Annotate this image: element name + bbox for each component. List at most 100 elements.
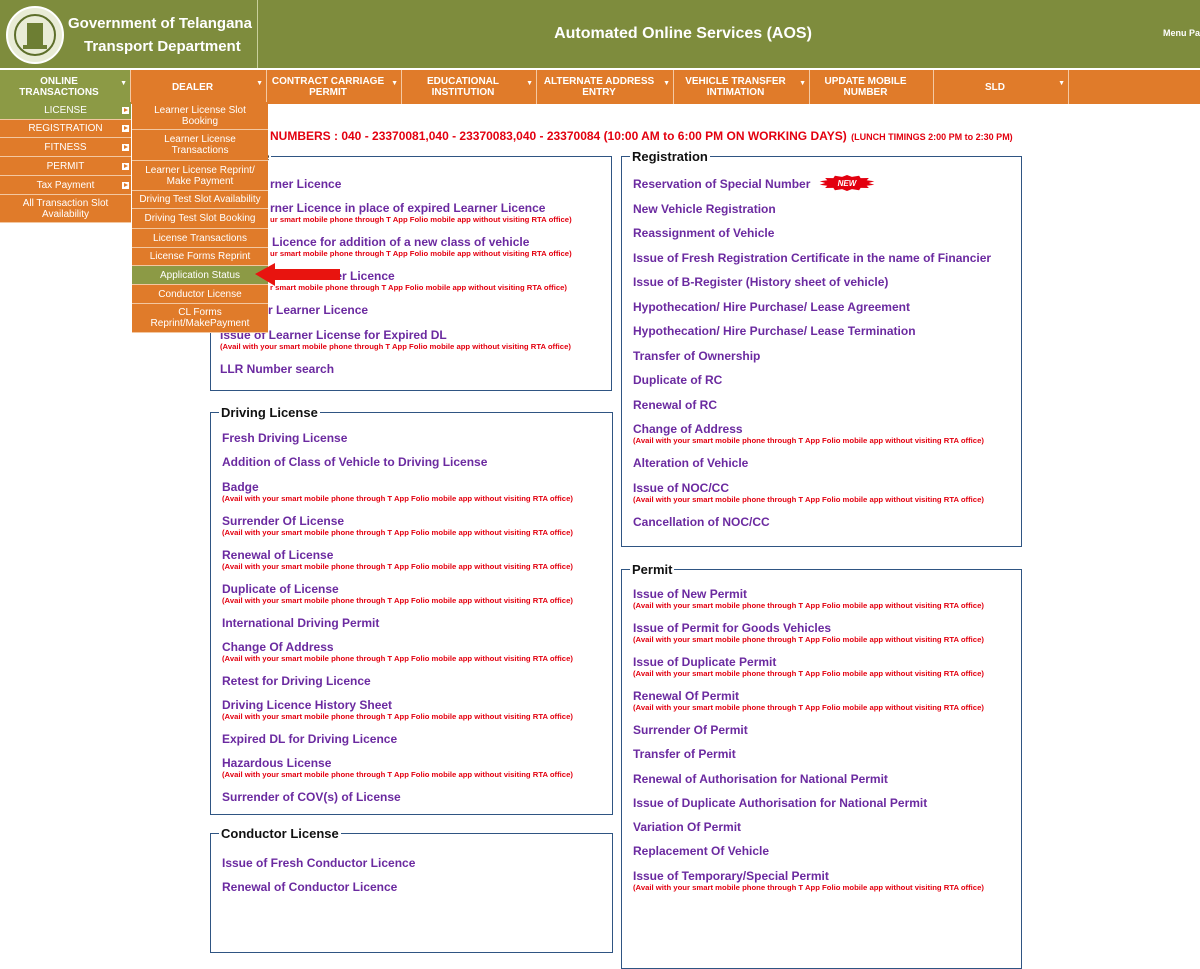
- nav-item[interactable]: UPDATE MOBILE NUMBER: [810, 70, 934, 104]
- nav-label[interactable]: VEHICLE TRANSFER INTIMATION: [685, 76, 786, 98]
- side-menu-item[interactable]: PERMIT: [0, 157, 131, 176]
- service-link[interactable]: Hypothecation/ Hire Purchase/ Lease Agre…: [633, 299, 910, 314]
- service-link[interactable]: r Learner Licence: [268, 303, 369, 318]
- nav-label[interactable]: ALTERNATE ADDRESS ENTRY: [543, 76, 655, 98]
- service-link[interactable]: LLR Number search: [220, 361, 335, 376]
- sub-menu-item[interactable]: CL Forms Reprint/MakePayment: [132, 304, 268, 333]
- service-link[interactable]: Transfer of Permit: [633, 747, 736, 762]
- service-link[interactable]: Licence for addition of a new class of v…: [272, 235, 530, 250]
- service-link[interactable]: Change Of Address: [222, 639, 334, 654]
- nav-label[interactable]: DEALER: [171, 81, 214, 93]
- side-menu-item[interactable]: Tax Payment: [0, 176, 131, 195]
- service-link[interactable]: Issue of Permit for Goods Vehicles: [633, 621, 832, 635]
- service-link[interactable]: Driving Licence History Sheet: [222, 698, 393, 713]
- service-link[interactable]: Surrender Of Permit: [633, 723, 748, 737]
- service-link[interactable]: Issue of Learner License for Expired DL: [220, 327, 447, 342]
- sub-menu-label[interactable]: Learner License Transactions: [164, 134, 236, 156]
- service-link[interactable]: Expired DL for Driving Licence: [222, 732, 398, 747]
- sub-menu-label[interactable]: Learner License Reprint/ Make Payment: [145, 164, 255, 187]
- service-link[interactable]: Cancellation of NOC/CC: [633, 514, 770, 529]
- service-link[interactable]: New Vehicle Registration: [633, 201, 776, 216]
- logo: [6, 6, 64, 64]
- side-menu-item[interactable]: REGISTRATION: [0, 120, 131, 138]
- service-link[interactable]: Renewal of RC: [633, 397, 718, 412]
- service-link[interactable]: Issue of NOC/CC: [633, 480, 730, 495]
- sub-menu-label[interactable]: CL Forms Reprint/MakePayment: [150, 307, 250, 329]
- service-link[interactable]: Change of Address: [633, 422, 743, 436]
- sub-menu-item[interactable]: Learner License Slot Booking: [132, 102, 268, 130]
- nav-item[interactable]: VEHICLE TRANSFER INTIMATION ▼: [674, 70, 810, 104]
- sub-menu-item[interactable]: License Forms Reprint: [132, 248, 268, 266]
- service-link[interactable]: Surrender Of License: [222, 513, 345, 528]
- service-link[interactable]: Hypothecation/ Hire Purchase/ Lease Term…: [633, 324, 916, 338]
- service-link[interactable]: Issue of B-Register (History sheet of ve…: [633, 275, 889, 289]
- service-link[interactable]: Variation Of Permit: [633, 820, 742, 835]
- service-link[interactable]: Issue of Fresh Registration Certificate …: [633, 250, 992, 265]
- service-link[interactable]: Badge: [222, 479, 259, 494]
- service-link[interactable]: Hazardous License: [222, 756, 332, 771]
- service-link[interactable]: Reservation of Special Number: [633, 177, 811, 191]
- service-item: LLR Number search: [211, 362, 611, 376]
- sub-menu-item[interactable]: License Transactions: [132, 229, 268, 248]
- service-link[interactable]: Issue of Temporary/Special Permit: [633, 868, 829, 883]
- service-link[interactable]: Addition of Class of Vehicle to Driving …: [222, 455, 488, 470]
- side-menu-label[interactable]: REGISTRATION: [28, 123, 103, 134]
- sub-menu-label[interactable]: Conductor License: [158, 288, 242, 300]
- nav-item[interactable]: DEALER ▼: [131, 70, 267, 104]
- service-link[interactable]: Renewal of License: [222, 547, 334, 562]
- service-link[interactable]: Renewal Of Permit: [633, 689, 740, 703]
- sub-menu-label[interactable]: Driving Test Slot Booking: [144, 213, 256, 224]
- sub-menu-label[interactable]: Application Status: [159, 269, 241, 281]
- service-link[interactable]: Issue of New Permit: [633, 587, 748, 601]
- nav-label[interactable]: CONTRACT CARRIAGE PERMIT: [271, 76, 385, 98]
- nav-item[interactable]: SLD ▼: [934, 70, 1069, 104]
- side-menu-item[interactable]: FITNESS: [0, 138, 131, 157]
- sub-menu-item[interactable]: Learner License Transactions: [132, 130, 268, 161]
- helpline-numbers: NUMBERS : 040 - 23370081,040 - 23370083,…: [270, 129, 847, 143]
- nav-item[interactable]: ONLINE TRANSACTIONS ▼: [0, 70, 131, 104]
- service-link[interactable]: Replacement Of Vehicle: [633, 844, 770, 859]
- nav-label[interactable]: UPDATE MOBILE NUMBER: [824, 76, 907, 98]
- nav-label[interactable]: SLD: [985, 81, 1005, 93]
- service-link[interactable]: rner Licence: [270, 177, 342, 191]
- service-link[interactable]: Renewal of Conductor Licence: [222, 880, 398, 895]
- service-link[interactable]: Duplicate of License: [222, 581, 339, 596]
- side-menu-item[interactable]: All Transaction Slot Availability: [0, 195, 131, 223]
- service-item: Hypothecation/ Hire Purchase/ Lease Term…: [622, 324, 1021, 338]
- sub-menu-label[interactable]: License Transactions: [153, 232, 247, 244]
- sub-menu-item[interactable]: Driving Test Slot Availability: [132, 191, 268, 209]
- service-link[interactable]: her Licence: [328, 269, 395, 284]
- menu-link[interactable]: Menu Pa: [1163, 28, 1200, 38]
- side-menu-label[interactable]: Tax Payment: [36, 179, 95, 191]
- service-link[interactable]: International Driving Permit: [222, 615, 380, 630]
- sub-menu-item[interactable]: Application Status: [132, 266, 268, 285]
- side-menu-label[interactable]: All Transaction Slot Availability: [22, 197, 109, 220]
- nav-item[interactable]: CONTRACT CARRIAGE PERMIT ▼: [267, 70, 402, 104]
- nav-item[interactable]: EDUCATIONAL INSTITUTION ▼: [402, 70, 537, 104]
- side-menu-label[interactable]: PERMIT: [46, 160, 85, 172]
- nav-item[interactable]: ALTERNATE ADDRESS ENTRY ▼: [537, 70, 674, 104]
- service-link[interactable]: Surrender of COV(s) of License: [222, 790, 401, 805]
- service-link[interactable]: Retest for Driving Licence: [222, 673, 371, 688]
- sub-menu-item[interactable]: Conductor License: [132, 285, 268, 304]
- side-menu-label[interactable]: FITNESS: [44, 141, 87, 153]
- nav-label[interactable]: EDUCATIONAL INSTITUTION: [426, 76, 500, 98]
- service-link[interactable]: Fresh Driving License: [222, 431, 348, 445]
- service-link[interactable]: Issue of Duplicate Permit: [633, 655, 777, 669]
- sub-menu-item[interactable]: Driving Test Slot Booking: [132, 209, 268, 229]
- service-link[interactable]: Issue of Duplicate Authorisation for Nat…: [633, 795, 928, 810]
- service-link[interactable]: Alteration of Vehicle: [633, 456, 749, 470]
- service-link[interactable]: Transfer of Ownership: [633, 348, 761, 363]
- service-link[interactable]: rner Licence in place of expired Learner…: [270, 201, 546, 216]
- side-menu-item[interactable]: LICENSE: [0, 102, 131, 120]
- sub-menu-item[interactable]: Learner License Reprint/ Make Payment: [132, 161, 268, 191]
- service-link[interactable]: Renewal of Authorisation for National Pe…: [633, 771, 888, 786]
- service-link[interactable]: Reassignment of Vehicle: [633, 226, 775, 240]
- sub-menu-label[interactable]: Learner License Slot Booking: [154, 104, 246, 127]
- sub-menu-label[interactable]: Driving Test Slot Availability: [139, 194, 261, 205]
- nav-label[interactable]: ONLINE TRANSACTIONS: [19, 76, 99, 98]
- side-menu-label[interactable]: LICENSE: [44, 105, 87, 116]
- sub-menu-label[interactable]: License Forms Reprint: [149, 251, 251, 262]
- service-link[interactable]: Duplicate of RC: [633, 373, 723, 387]
- service-link[interactable]: Issue of Fresh Conductor Licence: [222, 856, 416, 870]
